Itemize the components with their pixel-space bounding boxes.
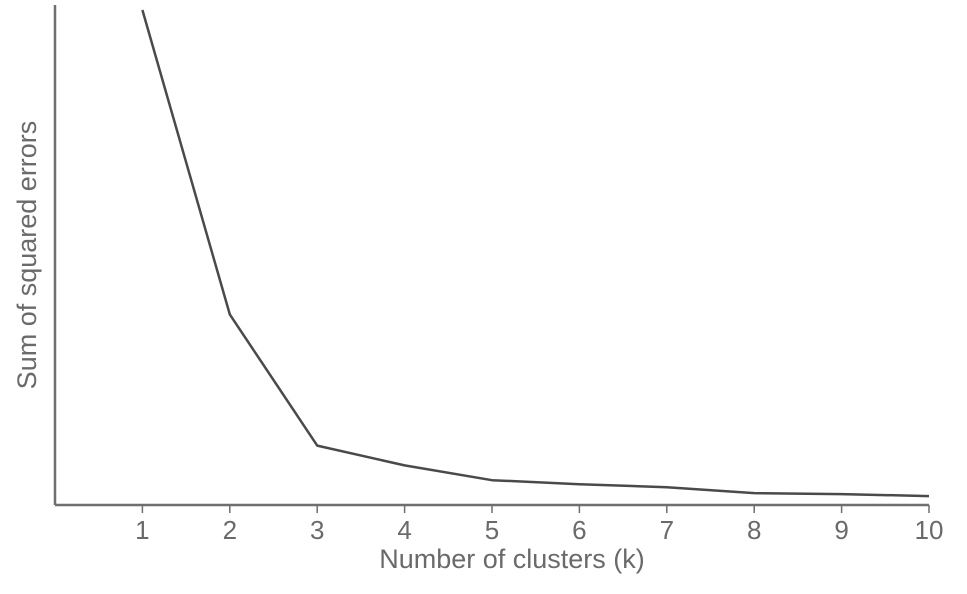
x-tick-label-8: 8 <box>747 515 761 545</box>
x-tick-label-1: 1 <box>135 515 149 545</box>
x-tick-label-2: 2 <box>223 515 237 545</box>
x-tick-label-5: 5 <box>485 515 499 545</box>
x-axis-label: Number of clusters (k) <box>379 544 645 574</box>
x-tick-label-3: 3 <box>310 515 324 545</box>
axes <box>53 5 929 507</box>
x-ticks: 1 2 3 4 5 6 7 8 9 10 <box>135 505 943 545</box>
y-axis-label: Sum of squared errors <box>12 121 42 390</box>
x-tick-label-9: 9 <box>834 515 848 545</box>
series-group <box>141 9 930 498</box>
x-tick-label-10: 10 <box>915 515 944 545</box>
x-tick-label-4: 4 <box>397 515 411 545</box>
x-tick-label-6: 6 <box>572 515 586 545</box>
x-tick-label-7: 7 <box>660 515 674 545</box>
series-line-1 <box>141 9 930 498</box>
